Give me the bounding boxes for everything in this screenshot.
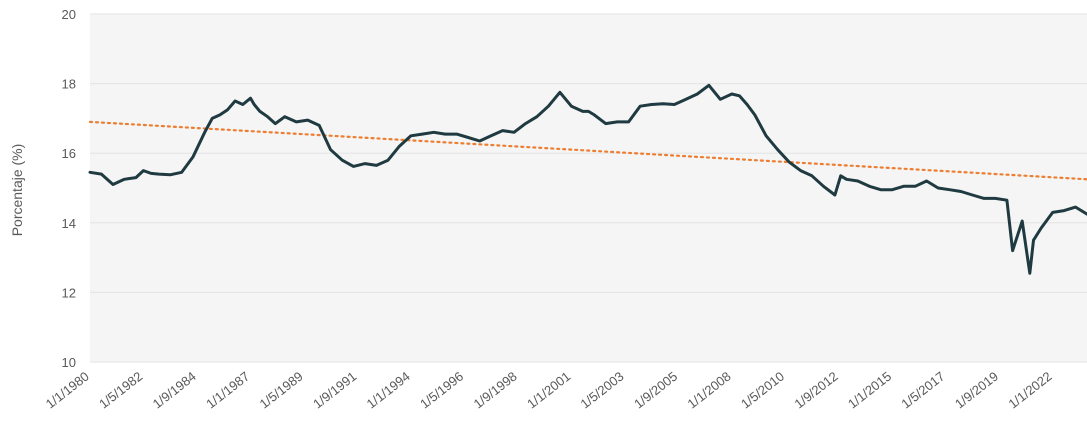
x-tick-label: 1/1/2022 (1005, 369, 1054, 412)
x-tick-label: 1/5/1982 (96, 369, 145, 412)
x-tick-label: 1/9/2019 (952, 369, 1001, 412)
x-tick-label: 1/5/1996 (417, 369, 466, 412)
y-axis-title: Porcentaje (%) (9, 144, 25, 237)
x-tick-label: 1/5/2017 (898, 369, 947, 412)
x-tick-label: 1/1/1994 (364, 369, 413, 412)
x-tick-label: 1/1/2015 (845, 369, 894, 412)
y-tick-label: 14 (62, 216, 76, 231)
x-tick-label: 1/1/1980 (43, 369, 92, 412)
x-axis-ticks: 1/1/1980 1/5/1982 1/9/1984 1/1/1987 1/5/1989… (43, 369, 1055, 412)
x-tick-label: 1/5/2003 (577, 369, 626, 412)
x-tick-label: 1/1/2001 (524, 369, 573, 412)
y-tick-label: 20 (62, 7, 76, 22)
x-tick-label: 1/5/1989 (257, 369, 306, 412)
x-tick-label: 1/9/2005 (631, 369, 680, 412)
y-tick-label: 18 (62, 77, 76, 92)
x-tick-label: 1/9/1984 (150, 369, 199, 412)
x-tick-label: 1/1/1987 (203, 369, 252, 412)
y-tick-label: 12 (62, 285, 76, 300)
plot-area (90, 14, 1087, 362)
trend-line (88, 120, 1087, 181)
x-tick-label: 1/5/2010 (738, 369, 787, 412)
x-tick-label: 1/1/2008 (685, 369, 734, 412)
y-tick-label: 10 (62, 355, 76, 370)
x-tick-label: 1/9/2012 (792, 369, 841, 412)
x-tick-label: 1/9/1998 (471, 369, 520, 412)
gridlines (90, 13, 1087, 363)
y-axis-ticks: 10 12 14 16 18 20 (62, 7, 76, 370)
x-tick-label: 1/9/1991 (310, 369, 359, 412)
y-tick-label: 16 (62, 146, 76, 161)
series-line (88, 83, 1087, 275)
